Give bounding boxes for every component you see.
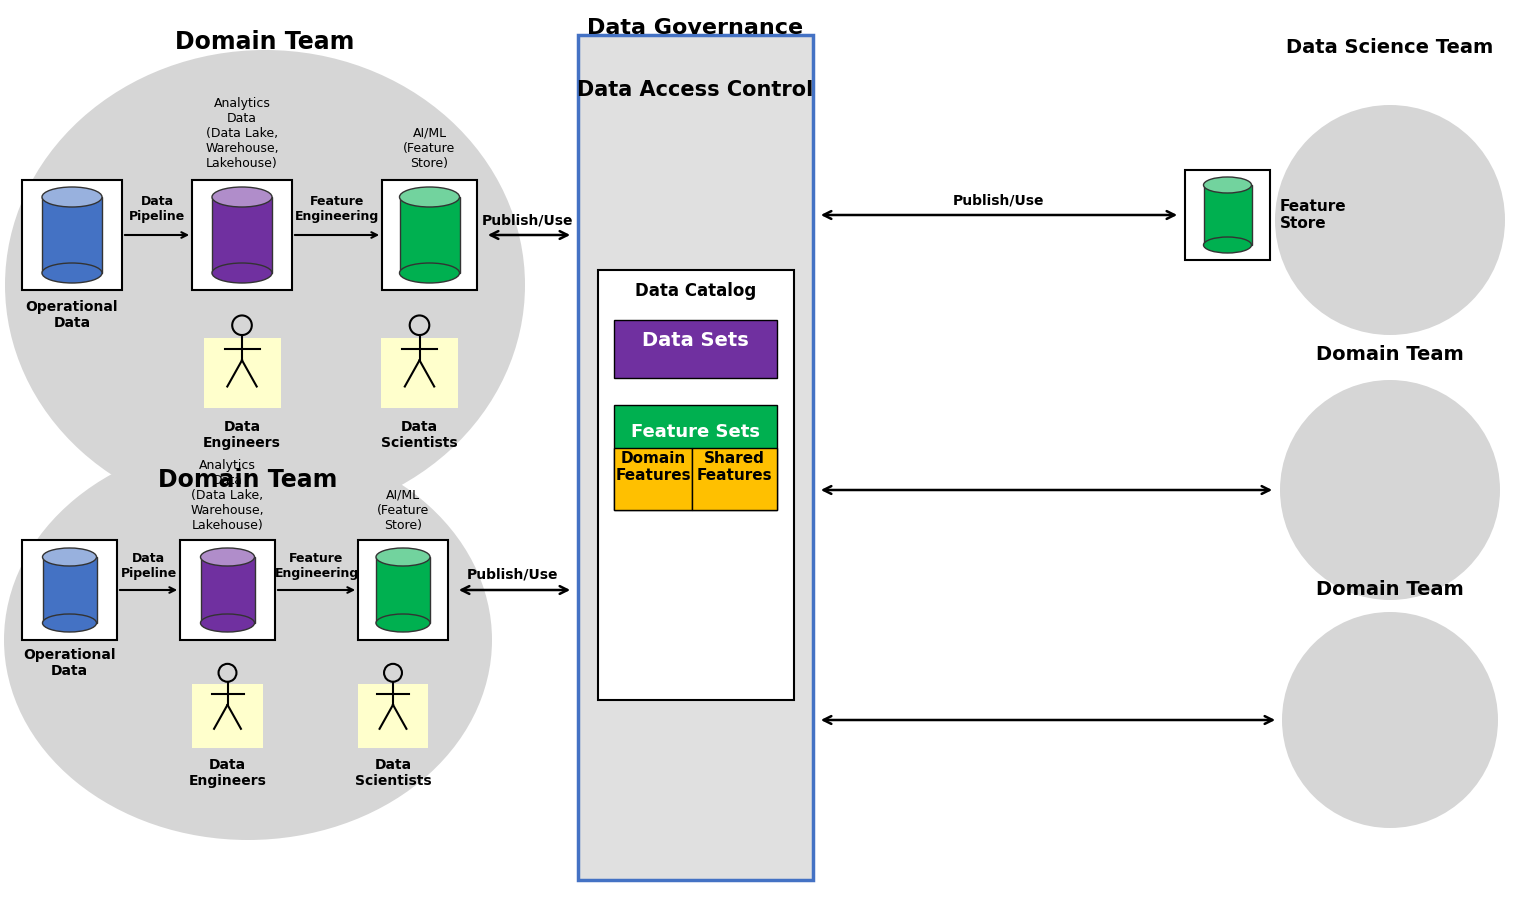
Bar <box>614 448 691 510</box>
Bar <box>200 557 254 623</box>
Bar <box>1203 185 1252 245</box>
Bar <box>357 540 448 640</box>
Text: Feature Sets: Feature Sets <box>631 423 761 441</box>
Text: Data Catalog: Data Catalog <box>636 282 756 300</box>
Text: Operational
Data: Operational Data <box>26 300 119 330</box>
Ellipse shape <box>376 548 430 566</box>
Ellipse shape <box>42 187 102 207</box>
Text: Publish/Use: Publish/Use <box>467 568 559 582</box>
Text: AI/ML
(Feature
Store): AI/ML (Feature Store) <box>377 489 430 532</box>
Text: Feature
Engineering: Feature Engineering <box>274 552 359 580</box>
Bar <box>43 557 97 623</box>
Text: Data
Engineers: Data Engineers <box>203 420 280 450</box>
Bar <box>22 540 117 640</box>
Ellipse shape <box>43 614 97 632</box>
Ellipse shape <box>376 614 430 632</box>
Ellipse shape <box>42 263 102 283</box>
Text: Operational
Data: Operational Data <box>23 648 115 678</box>
Bar <box>22 180 122 290</box>
Bar <box>192 684 263 748</box>
Bar <box>180 540 276 640</box>
Text: Analytics
Data
(Data Lake,
Warehouse,
Lakehouse): Analytics Data (Data Lake, Warehouse, La… <box>191 459 265 532</box>
Text: Domain Team: Domain Team <box>1317 580 1465 599</box>
Text: Publish/Use: Publish/Use <box>953 193 1044 207</box>
Text: Data Governance: Data Governance <box>587 18 804 38</box>
Text: Domain
Features: Domain Features <box>614 451 691 483</box>
Text: Domain Team: Domain Team <box>1317 345 1465 364</box>
Circle shape <box>1281 612 1498 828</box>
Ellipse shape <box>213 263 273 283</box>
Text: Data
Scientists: Data Scientists <box>382 420 457 450</box>
Bar <box>614 405 778 510</box>
Bar <box>357 684 428 748</box>
Ellipse shape <box>399 187 459 207</box>
Text: Data
Scientists: Data Scientists <box>354 758 431 789</box>
Ellipse shape <box>200 548 254 566</box>
Text: Feature
Store: Feature Store <box>1280 199 1346 231</box>
Circle shape <box>1275 105 1505 335</box>
Bar <box>213 197 273 273</box>
Text: Shared
Features: Shared Features <box>696 451 773 483</box>
Text: Publish/Use: Publish/Use <box>482 213 573 227</box>
Bar <box>399 197 459 273</box>
Bar <box>380 338 457 408</box>
Text: Data Science Team: Data Science Team <box>1286 38 1494 57</box>
Bar <box>192 180 293 290</box>
Ellipse shape <box>1203 237 1252 253</box>
Bar <box>1184 170 1270 260</box>
Bar <box>614 320 778 378</box>
Text: Analytics
Data
(Data Lake,
Warehouse,
Lakehouse): Analytics Data (Data Lake, Warehouse, La… <box>205 97 279 170</box>
Bar <box>598 270 795 700</box>
Ellipse shape <box>399 263 459 283</box>
Text: Data
Engineers: Data Engineers <box>188 758 266 789</box>
Text: Data Sets: Data Sets <box>642 331 748 351</box>
Ellipse shape <box>200 614 254 632</box>
Text: Data Access Control: Data Access Control <box>578 80 813 100</box>
Ellipse shape <box>213 187 273 207</box>
Bar <box>376 557 430 623</box>
Bar <box>691 448 778 510</box>
Text: Data
Pipeline: Data Pipeline <box>129 195 185 223</box>
Circle shape <box>1280 380 1500 600</box>
Text: Domain Team: Domain Team <box>159 468 337 492</box>
Text: AI/ML
(Feature
Store): AI/ML (Feature Store) <box>403 127 456 170</box>
Bar <box>203 338 280 408</box>
Bar <box>382 180 477 290</box>
Bar <box>578 35 813 880</box>
Ellipse shape <box>43 548 97 566</box>
Text: Feature
Engineering: Feature Engineering <box>294 195 379 223</box>
Text: Data
Pipeline: Data Pipeline <box>120 552 177 580</box>
Ellipse shape <box>5 440 491 840</box>
Ellipse shape <box>5 50 525 520</box>
Text: Domain Team: Domain Team <box>176 30 354 54</box>
Bar <box>42 197 102 273</box>
Ellipse shape <box>1203 177 1252 193</box>
